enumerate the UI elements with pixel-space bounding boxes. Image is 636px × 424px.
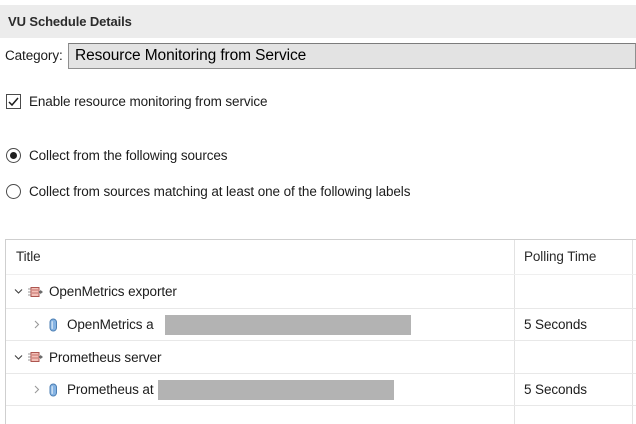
chevron-down-icon[interactable]	[14, 353, 24, 362]
chevron-right-icon[interactable]	[32, 385, 42, 394]
radio-unselected-icon[interactable]	[6, 184, 21, 199]
redacted-text-block	[158, 380, 394, 400]
redacted-text-block	[165, 315, 411, 335]
table-row[interactable]: OpenMetrics exporter	[6, 275, 636, 309]
polling-time-cell[interactable]: 5 Seconds	[524, 317, 587, 332]
chevron-right-icon[interactable]	[32, 320, 42, 329]
column-header-polling-time[interactable]: Polling Time	[524, 249, 597, 264]
row-label: Prometheus server	[49, 349, 162, 365]
empty-table-row	[6, 406, 636, 424]
exporter-icon	[27, 284, 43, 300]
table-row[interactable]: OpenMetrics a 5 Seconds	[6, 309, 636, 341]
column-divider[interactable]	[514, 240, 515, 424]
exporter-icon	[27, 349, 43, 365]
page-title: VU Schedule Details	[8, 14, 132, 29]
table-row[interactable]: Prometheus server	[6, 341, 636, 374]
radio-collect-from-sources[interactable]: Collect from the following sources	[6, 148, 228, 163]
category-combo[interactable]: Resource Monitoring from Service	[68, 43, 636, 69]
checkbox-checked-icon[interactable]	[6, 94, 21, 109]
category-label: Category:	[5, 48, 63, 63]
table-header: Title Polling Time	[6, 240, 636, 275]
chevron-down-icon[interactable]	[14, 287, 24, 296]
polling-time-cell[interactable]: 5 Seconds	[524, 382, 587, 397]
enable-monitoring-label: Enable resource monitoring from service	[29, 94, 268, 109]
section-header-bar: VU Schedule Details	[0, 5, 636, 38]
source-icon	[45, 382, 61, 398]
column-header-title[interactable]: Title	[16, 249, 41, 264]
column-divider[interactable]	[632, 240, 633, 424]
radio-selected-icon[interactable]	[6, 148, 21, 163]
row-label: OpenMetrics exporter	[49, 284, 177, 299]
table-row[interactable]: Prometheus at 5 Seconds	[6, 374, 636, 406]
radio-collect-matching-labels[interactable]: Collect from sources matching at least o…	[6, 184, 410, 199]
radio-collect-from-sources-label: Collect from the following sources	[29, 148, 228, 163]
row-label: OpenMetrics a	[67, 317, 154, 332]
source-icon	[45, 317, 61, 333]
row-label: Prometheus at	[67, 382, 154, 397]
category-value: Resource Monitoring from Service	[75, 47, 307, 64]
enable-monitoring-checkbox[interactable]: Enable resource monitoring from service	[6, 94, 268, 109]
sources-table: Title Polling Time OpenMetrics exporter	[5, 239, 636, 424]
radio-collect-matching-labels-label: Collect from sources matching at least o…	[29, 184, 411, 199]
